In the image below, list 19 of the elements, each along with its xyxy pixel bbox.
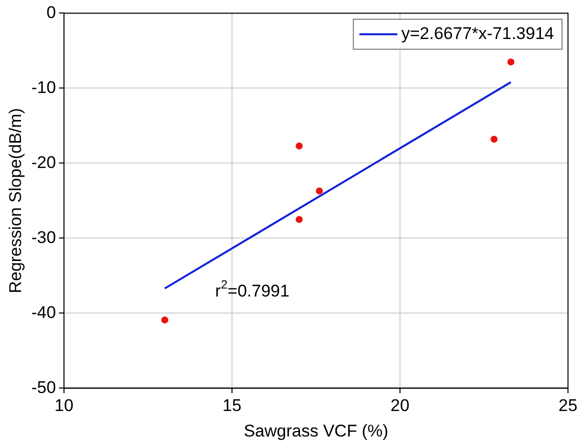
- y-axis-title: Regression Slope(dB/m): [6, 108, 25, 294]
- y-tick-label: 0: [46, 2, 56, 22]
- point: [296, 142, 303, 150]
- point: [316, 187, 323, 194]
- y-tick-label: -40: [31, 302, 56, 322]
- x-axis-title: Sawgrass VCF (%): [244, 421, 388, 440]
- x-tick-label: 25: [558, 396, 578, 416]
- point: [490, 136, 498, 143]
- x-tick-label: 15: [222, 396, 242, 416]
- y-tick-label: -20: [31, 152, 56, 172]
- point: [161, 316, 168, 324]
- point: [296, 216, 303, 223]
- y-tick-label: -10: [31, 78, 56, 97]
- legend-label: y=2.6677*x-71.3914: [401, 24, 554, 43]
- x-tick-label: 10: [54, 396, 74, 416]
- point: [507, 58, 514, 66]
- y-tick-label: -30: [31, 228, 56, 247]
- x-tick-label: 20: [390, 396, 410, 416]
- y-tick-label: -50: [31, 378, 56, 397]
